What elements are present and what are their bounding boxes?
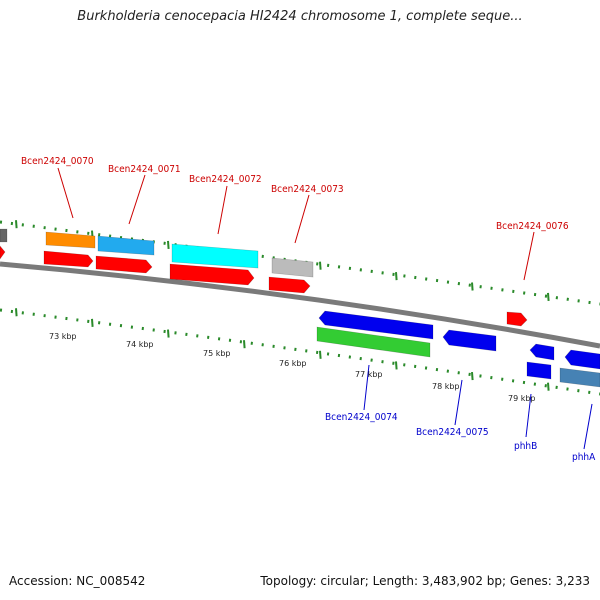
kbp-label: 78 kbp [432,382,460,391]
leader-line [363,364,370,411]
leader-line [217,185,228,235]
gene-label[interactable]: Bcen2424_0070 [21,156,94,167]
major-tick [91,318,94,327]
major-tick [319,350,322,359]
feature-arrow[interactable] [506,311,528,327]
accession-text: Accession: NC_008542 [9,574,146,588]
kbp-label: 77 kbp [355,370,383,379]
leader-line [128,174,146,225]
feature-arrow[interactable] [564,349,600,370]
gene-labels: Bcen2424_0070 Bcen2424_0071 Bcen2424_007… [21,156,596,463]
kbp-label: 76 kbp [279,359,307,368]
feature-bar[interactable] [97,235,155,256]
feature-arrow[interactable] [0,245,6,260]
leader-line [523,231,535,281]
feature-track-inner [316,310,600,388]
kbp-label: 73 kbp [49,332,77,341]
major-tick [547,292,550,301]
major-tick [243,340,246,349]
genome-backbone [0,261,600,349]
gene-label[interactable]: Bcen2424_0076 [496,221,569,232]
major-tick [395,272,398,281]
forward-leader-lines [57,167,535,281]
leader-line [454,379,463,426]
feature-bar[interactable] [171,243,259,269]
major-tick [547,382,550,391]
feature-arrow[interactable] [95,255,153,274]
major-tick [319,261,322,270]
gene-label[interactable]: Bcen2424_0073 [271,184,344,195]
leader-line [583,403,593,450]
feature-bar[interactable] [316,326,431,358]
leader-line [57,167,74,219]
feature-bar[interactable] [559,367,600,388]
feature-arrow[interactable] [268,276,311,294]
feature-bar[interactable] [271,257,314,278]
major-tick [167,329,170,338]
inner-major-ticks [15,308,550,391]
map-title: Burkholderia cenocepacia HI2424 chromoso… [77,9,523,24]
feature-bar[interactable] [526,361,552,380]
feature-arrow[interactable] [529,343,555,361]
gene-label[interactable]: phhB [514,441,537,452]
major-tick [471,282,474,291]
kbp-labels: 73 kbp 74 kbp 75 kbp 76 kbp 77 kbp 78 kb… [49,332,536,403]
kbp-label: 79 kbp [508,394,536,403]
major-tick [15,308,18,317]
feature-arrow[interactable] [43,250,94,268]
topology-text: Topology: circular; Length: 3,483,902 bp… [260,574,590,588]
gene-label[interactable]: Bcen2424_0071 [108,164,181,175]
major-tick [471,372,474,381]
gene-label[interactable]: Bcen2424_0075 [416,427,489,438]
inner-tick-ring [0,308,600,396]
feature-track-outer [0,228,528,327]
feature-bar[interactable] [45,231,96,249]
kbp-label: 75 kbp [203,349,231,358]
leader-line [294,194,310,244]
feature-bar[interactable] [0,228,8,243]
gene-label[interactable]: Bcen2424_0072 [189,174,262,185]
major-tick [15,220,18,229]
gene-label[interactable]: Bcen2424_0074 [325,412,398,423]
major-tick [395,361,398,370]
major-tick [167,240,170,250]
kbp-label: 74 kbp [126,340,154,349]
feature-arrow[interactable] [318,310,434,340]
reverse-leader-lines [363,364,593,450]
gene-label[interactable]: phhA [572,452,596,463]
feature-arrow[interactable] [442,329,497,352]
leader-line [525,393,532,438]
feature-arrow[interactable] [169,263,255,286]
